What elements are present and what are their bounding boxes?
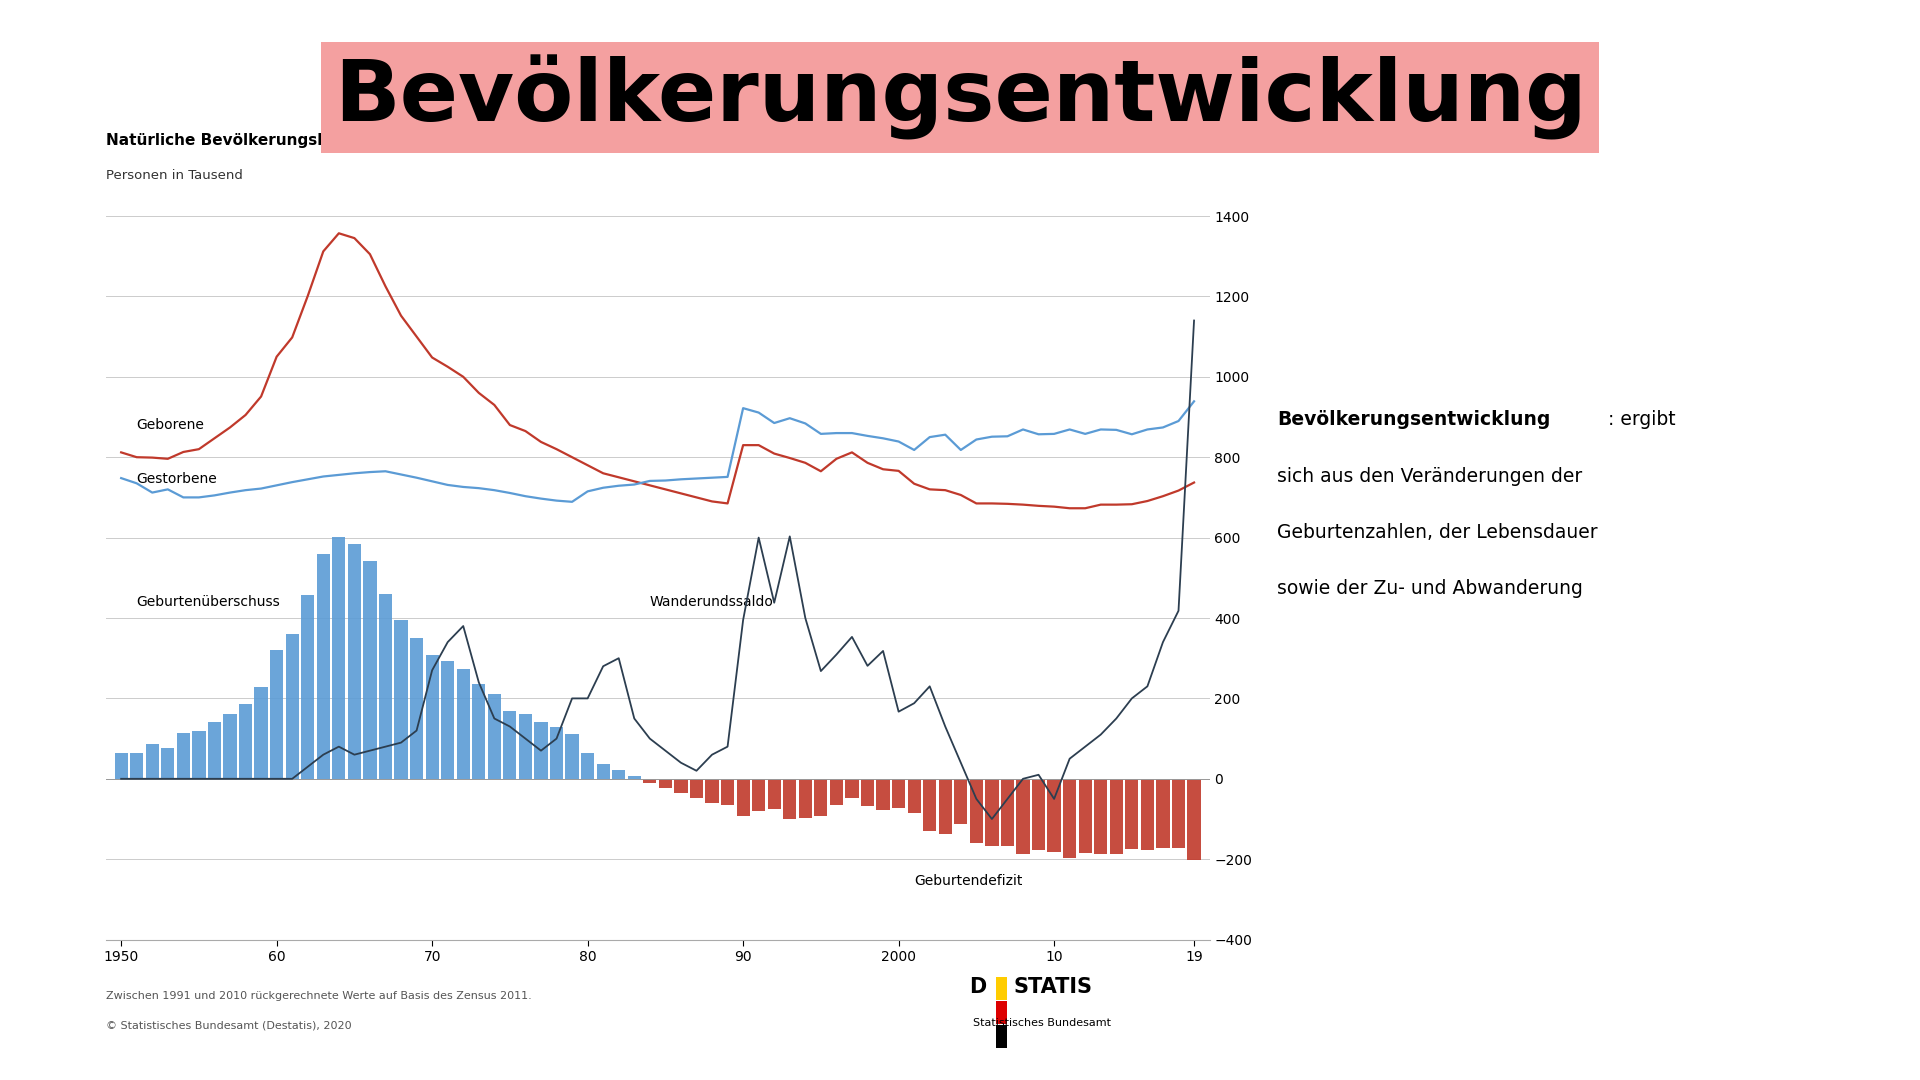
Bar xyxy=(1079,779,1092,853)
Bar xyxy=(768,779,781,809)
Bar xyxy=(177,733,190,779)
Bar xyxy=(146,744,159,779)
Bar xyxy=(659,779,672,787)
Bar xyxy=(582,753,593,779)
Bar xyxy=(829,779,843,805)
Bar xyxy=(954,779,968,824)
Text: Zwischen 1991 und 2010 rückgerechnete Werte auf Basis des Zensus 2011.: Zwischen 1991 und 2010 rückgerechnete We… xyxy=(106,991,532,1001)
Text: Natürliche Bevölkerungsbewegung und Wanderungssaldo: Natürliche Bevölkerungsbewegung und Wand… xyxy=(106,133,603,148)
Bar xyxy=(628,775,641,779)
Bar xyxy=(332,537,346,779)
Text: Bevölkerungsentwicklung: Bevölkerungsentwicklung xyxy=(334,55,1586,139)
Bar xyxy=(1064,779,1077,858)
Bar xyxy=(674,779,687,793)
Bar xyxy=(426,654,440,779)
Text: Wanderundssaldo: Wanderundssaldo xyxy=(649,595,774,609)
Bar xyxy=(286,634,300,779)
Bar xyxy=(238,704,252,779)
Bar xyxy=(394,620,407,779)
Bar xyxy=(348,543,361,779)
Bar xyxy=(1171,779,1185,849)
Bar xyxy=(411,637,422,779)
Bar xyxy=(612,770,626,779)
Bar xyxy=(131,753,144,779)
Bar xyxy=(1000,779,1014,847)
Bar xyxy=(860,779,874,806)
Bar xyxy=(207,721,221,779)
Bar xyxy=(893,779,904,808)
Bar xyxy=(1140,779,1154,850)
Bar xyxy=(1094,779,1108,854)
Bar xyxy=(753,779,766,811)
Bar xyxy=(488,693,501,779)
Bar xyxy=(1048,779,1060,851)
Bar xyxy=(161,748,175,779)
Bar xyxy=(1031,779,1044,850)
Text: Bevölkerungsentwicklung: Bevölkerungsentwicklung xyxy=(1277,410,1549,430)
Bar xyxy=(722,779,733,806)
Text: Geburtenzahlen, der Lebensdauer: Geburtenzahlen, der Lebensdauer xyxy=(1277,523,1597,542)
Bar xyxy=(970,779,983,842)
Bar xyxy=(643,779,657,783)
Bar xyxy=(737,779,749,815)
Text: © Statistisches Bundesamt (Destatis), 2020: © Statistisches Bundesamt (Destatis), 20… xyxy=(106,1021,351,1030)
Text: STATIS: STATIS xyxy=(1014,977,1092,998)
Bar xyxy=(363,561,376,779)
Bar xyxy=(985,779,998,846)
Text: Geborene: Geborene xyxy=(136,418,205,432)
Bar xyxy=(518,714,532,779)
Bar xyxy=(255,687,267,779)
Bar xyxy=(1110,779,1123,853)
Text: Statistisches Bundesamt: Statistisches Bundesamt xyxy=(973,1018,1112,1028)
Text: : ergibt: : ergibt xyxy=(1609,410,1676,430)
Bar xyxy=(566,734,578,779)
Bar xyxy=(472,684,486,779)
Bar xyxy=(845,779,858,798)
Text: D: D xyxy=(970,977,987,998)
Bar xyxy=(223,714,236,779)
Bar xyxy=(549,727,563,779)
Bar xyxy=(503,711,516,779)
Bar xyxy=(799,779,812,819)
Text: sich aus den Veränderungen der: sich aus den Veränderungen der xyxy=(1277,467,1582,486)
Bar xyxy=(301,595,315,779)
Text: Personen in Tausend: Personen in Tausend xyxy=(106,168,242,181)
Bar xyxy=(378,594,392,779)
Bar xyxy=(1156,779,1169,848)
Bar xyxy=(1125,779,1139,849)
Bar xyxy=(939,779,952,834)
Text: Geburtendefizit: Geburtendefizit xyxy=(914,875,1023,889)
Bar xyxy=(1187,779,1200,860)
Bar xyxy=(689,779,703,798)
Bar xyxy=(783,779,797,819)
Text: Gestorbene: Gestorbene xyxy=(136,472,217,486)
Text: Geburtenüberschuss: Geburtenüberschuss xyxy=(136,595,280,609)
Bar xyxy=(115,753,129,779)
Bar xyxy=(908,779,922,812)
Bar xyxy=(924,779,937,832)
Bar xyxy=(317,554,330,779)
Bar xyxy=(705,779,718,802)
Bar xyxy=(1016,779,1029,854)
Bar xyxy=(534,723,547,779)
Bar xyxy=(192,730,205,779)
Bar xyxy=(597,765,611,779)
Bar xyxy=(271,650,284,779)
Text: sowie der Zu- und Abwanderung: sowie der Zu- und Abwanderung xyxy=(1277,579,1582,598)
Bar xyxy=(442,661,455,779)
Bar xyxy=(876,779,889,810)
Bar xyxy=(814,779,828,816)
Bar xyxy=(457,669,470,779)
